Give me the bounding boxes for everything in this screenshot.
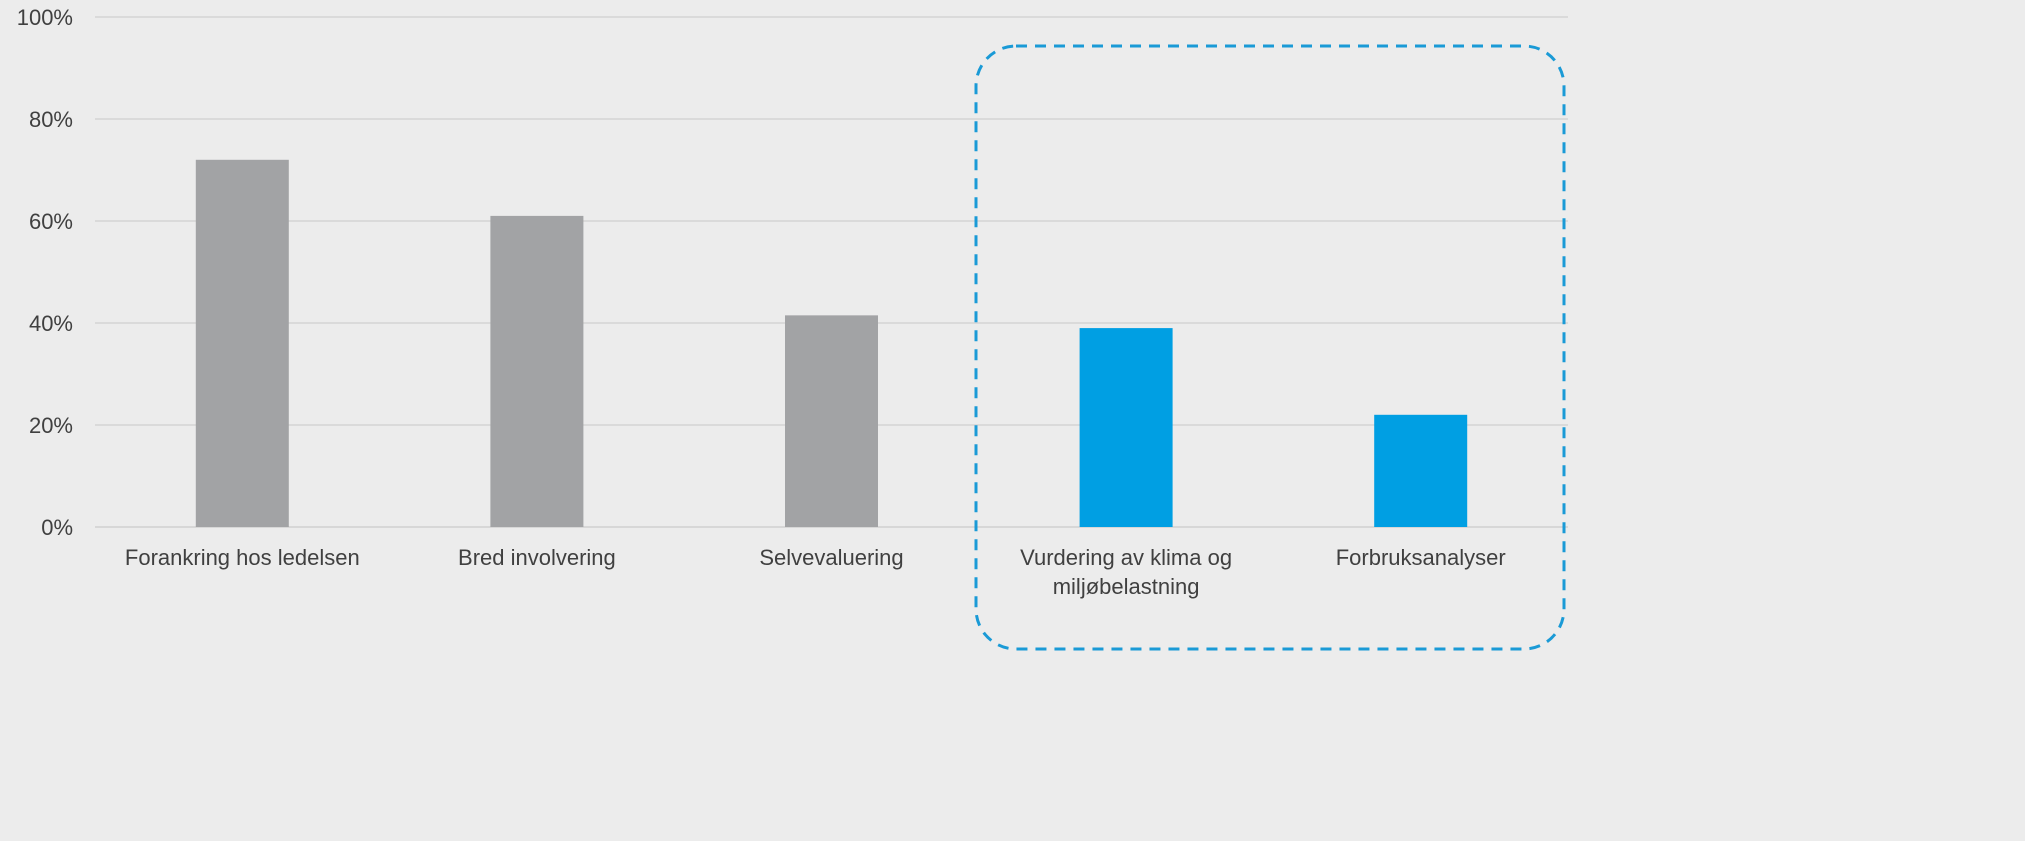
y-axis-tick-labels: 0% 20% 40% 60% 80% 100% <box>17 5 73 540</box>
bar <box>785 315 878 527</box>
bar-chart-svg: 0% 20% 40% 60% 80% 100% Forankring hos ledels… <box>17 5 1568 651</box>
bars <box>195 159 1468 528</box>
bar <box>1079 328 1173 527</box>
y-tick-label: 100% <box>17 5 73 30</box>
category-label: Vurdering av klima og miljøbelastning <box>1020 545 1232 599</box>
y-tick-label: 40% <box>29 311 73 336</box>
category-label: Selvevaluering <box>759 545 903 570</box>
y-tick-label: 60% <box>29 209 73 234</box>
chart: 0% 20% 40% 60% 80% 100% Forankring hos ledels… <box>17 5 1568 651</box>
y-tick-label: 80% <box>29 107 73 132</box>
category-label: Forankring hos ledelsen <box>125 545 360 570</box>
category-label: Forbruksanalyser <box>1336 545 1506 570</box>
x-axis-category-labels: Forankring hos ledelsen Bred involvering S… <box>125 545 1506 599</box>
bar <box>1374 414 1468 527</box>
highlight-box <box>974 44 1566 651</box>
bar <box>490 215 584 527</box>
category-label: Bred involvering <box>458 545 616 570</box>
y-tick-label: 20% <box>29 413 73 438</box>
y-tick-label: 0% <box>41 515 73 540</box>
bar <box>195 159 289 528</box>
